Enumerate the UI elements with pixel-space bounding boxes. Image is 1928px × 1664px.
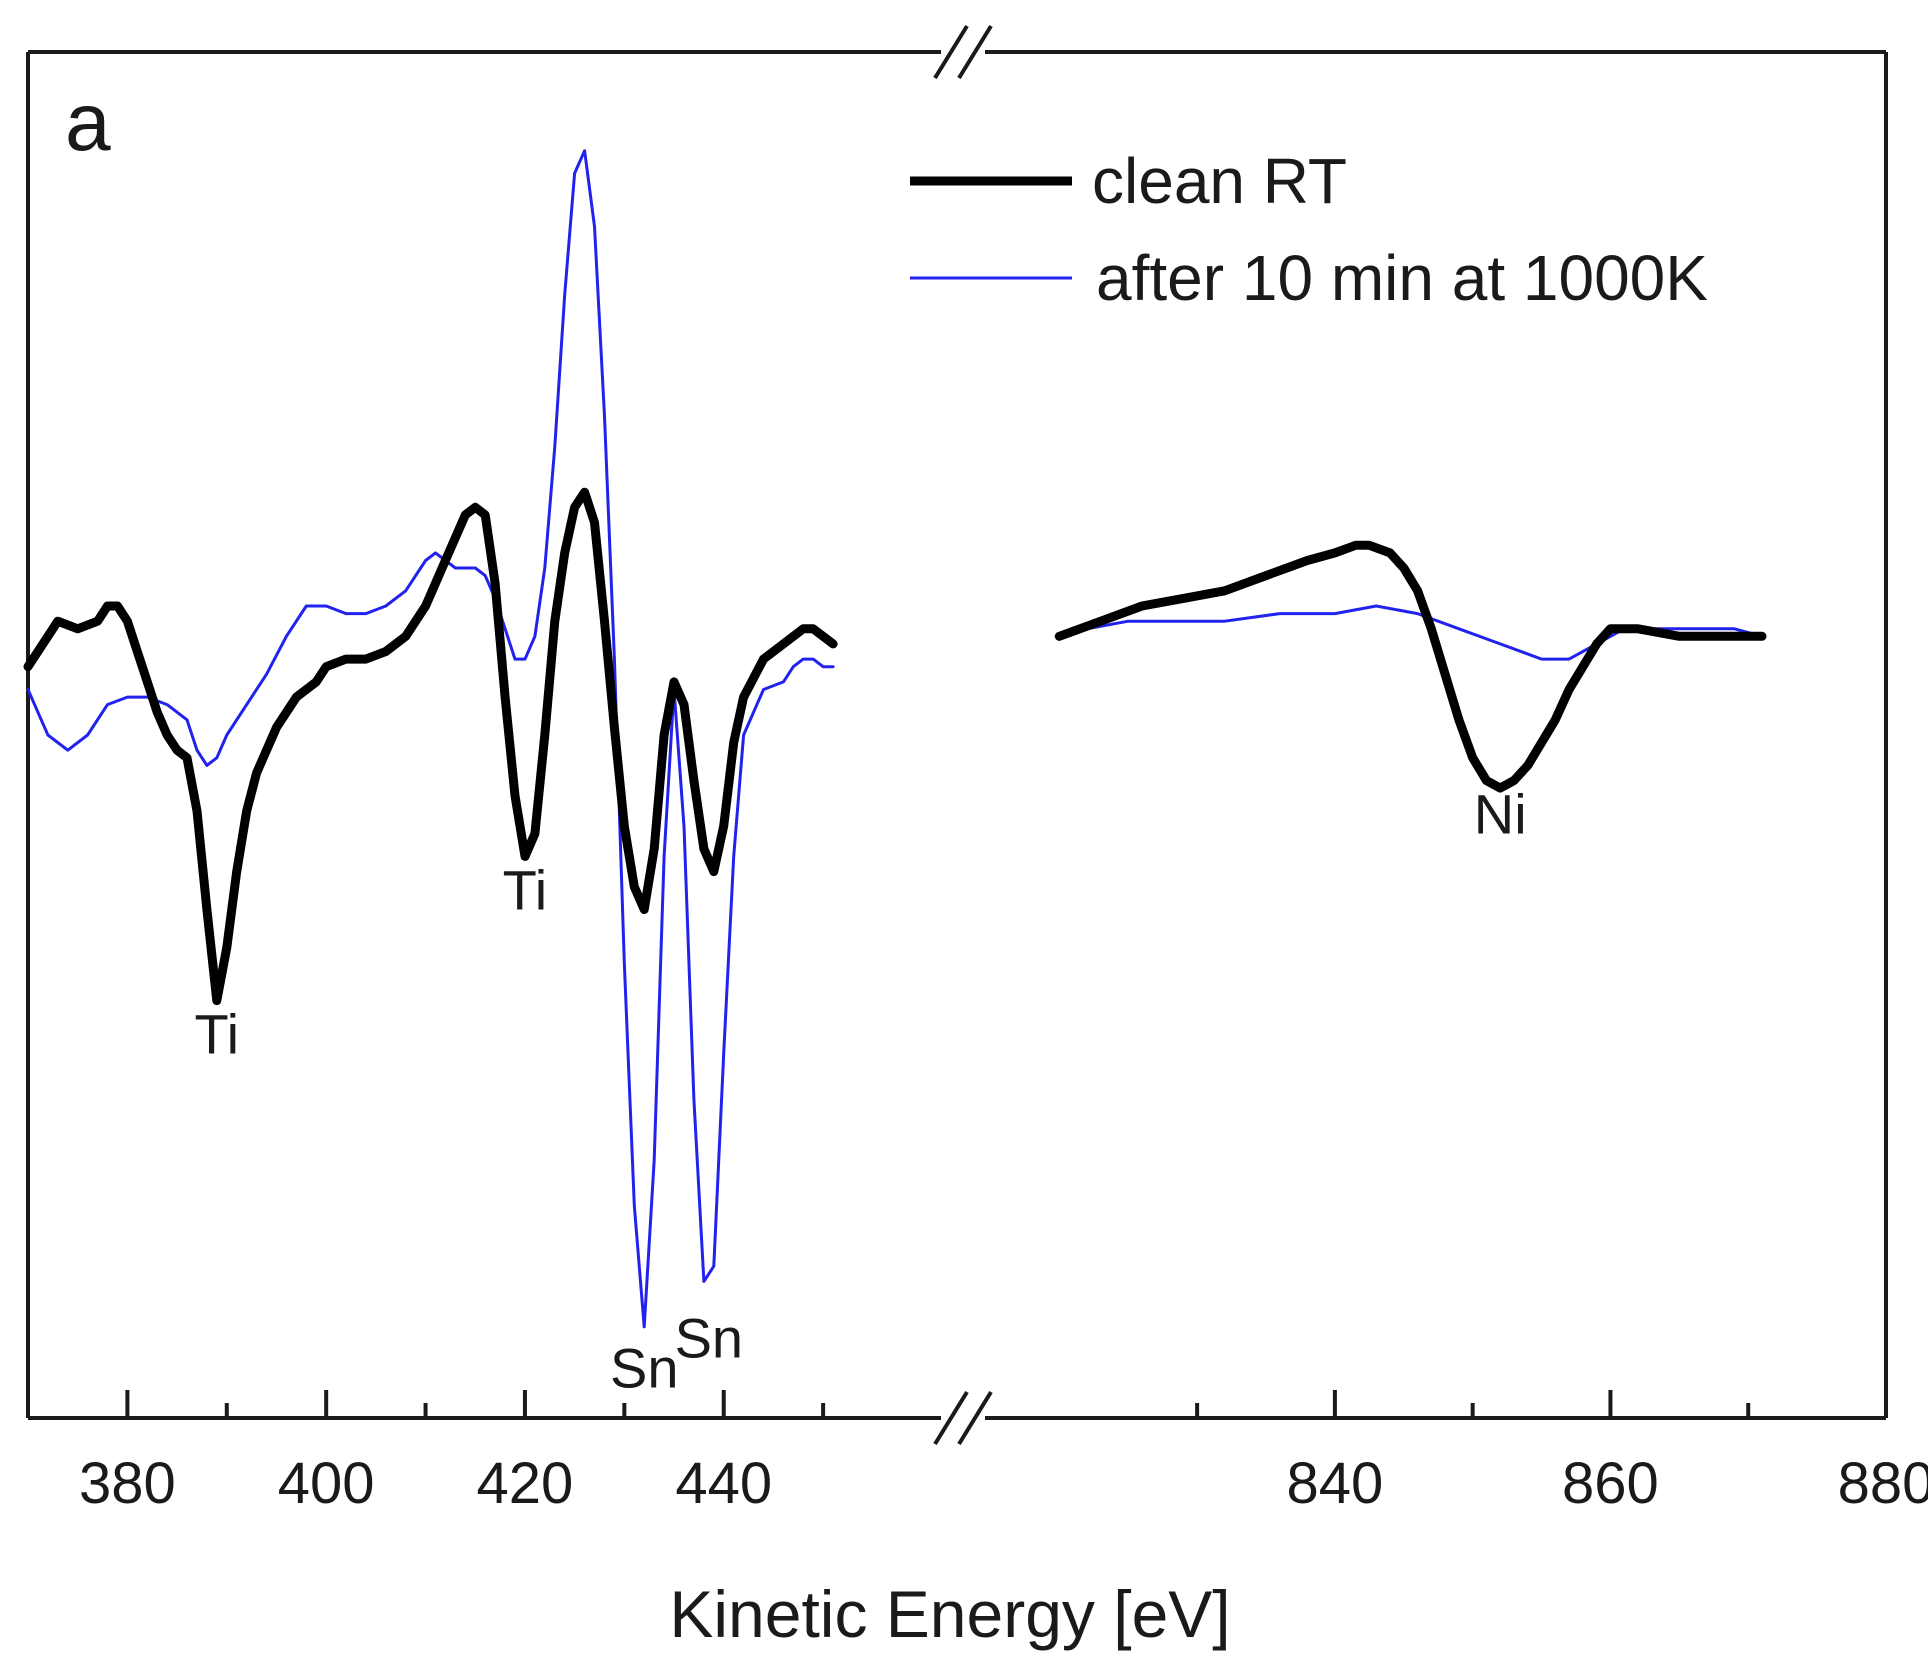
x-tick-label: 440 — [675, 1451, 772, 1516]
top-axis-break-mark — [957, 24, 993, 80]
bottom-axis-break-mark — [957, 1390, 993, 1446]
legend-label-after-anneal: after 10 min at 1000K — [1096, 242, 1708, 314]
x-tick-label: 380 — [79, 1451, 176, 1516]
x-tick-label: 860 — [1562, 1451, 1659, 1516]
x-tick-label: 400 — [278, 1451, 375, 1516]
panel-label: a — [65, 77, 111, 168]
x-tick-label: 420 — [477, 1451, 574, 1516]
legend-label-clean-rt: clean RT — [1092, 145, 1347, 217]
peak-label-sn: Sn — [675, 1306, 744, 1369]
top-axis-break-mark — [933, 24, 969, 80]
x-axis: 380 400 420 440 840 860 880 — [79, 1390, 1928, 1516]
peak-label-ti: Ti — [503, 859, 548, 922]
plot-frame — [26, 24, 1888, 1446]
peak-label-sn: Sn — [610, 1337, 679, 1400]
x-axis-title: Kinetic Energy [eV] — [669, 1577, 1230, 1651]
peak-label-ni: Ni — [1474, 783, 1527, 846]
peak-label-ti: Ti — [195, 1003, 240, 1066]
series-1-line-segment-0 — [26, 149, 835, 1329]
series-layer — [23, 149, 1767, 1329]
series-0-line-segment-1 — [1054, 540, 1767, 793]
x-tick-label: 840 — [1286, 1451, 1383, 1516]
bottom-axis-break-mark — [933, 1390, 969, 1446]
x-tick-label: 880 — [1838, 1451, 1928, 1516]
legend: clean RT after 10 min at 1000K — [910, 145, 1708, 314]
series-0-line-segment-0 — [23, 487, 838, 1006]
